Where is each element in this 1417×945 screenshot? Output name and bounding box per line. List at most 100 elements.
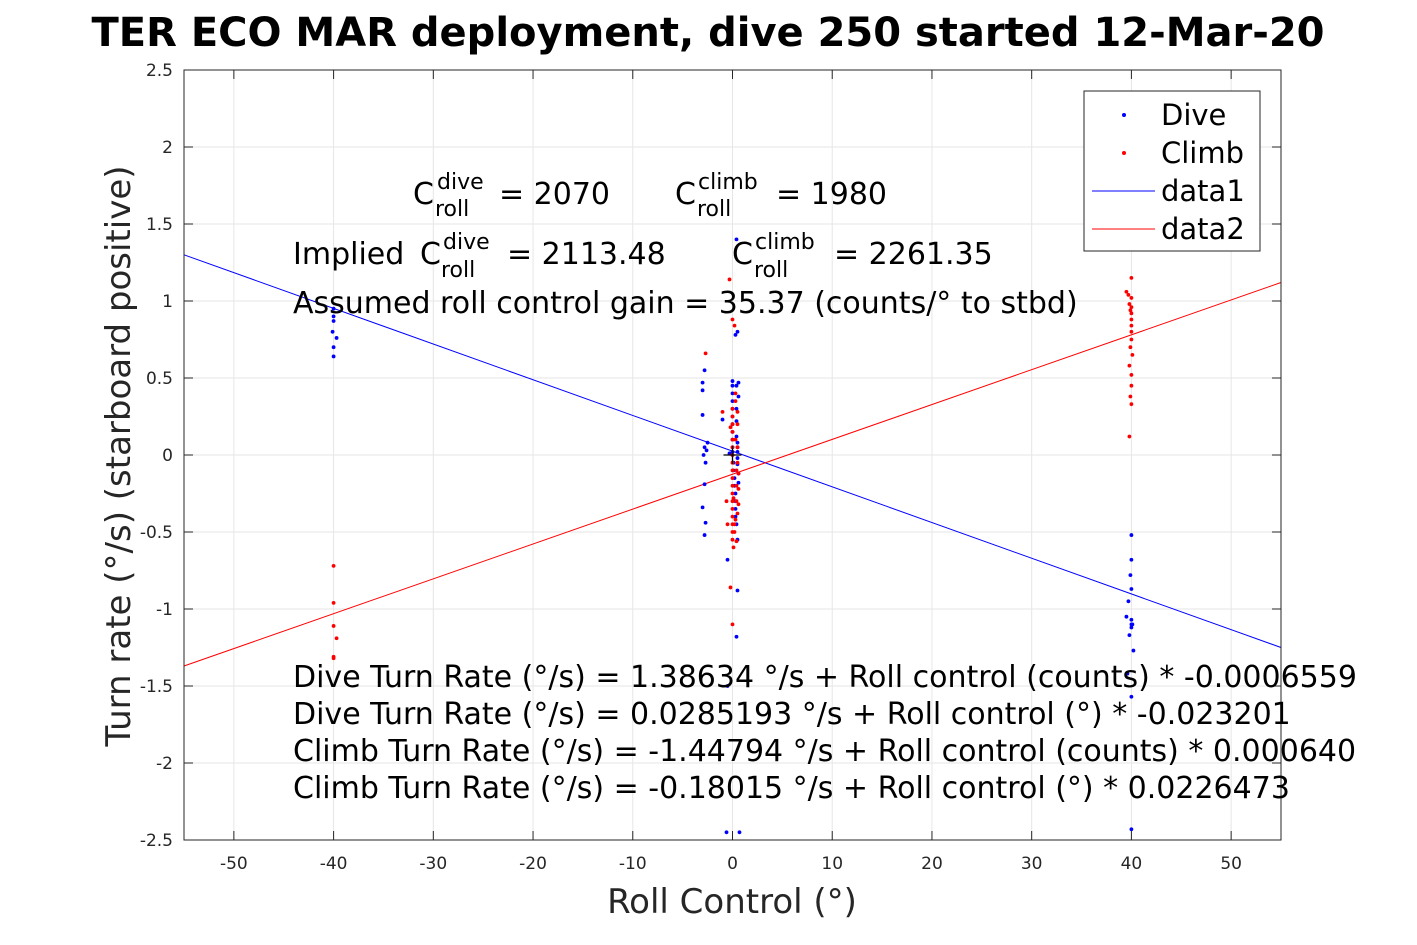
climb-point [1128, 308, 1133, 313]
dive-point [700, 388, 705, 393]
c-dive-sub: roll [435, 197, 469, 222]
climb-point [1127, 363, 1132, 368]
equation-climb-degrees: Climb Turn Rate (°/s) = -0.18015 °/s + R… [293, 771, 1290, 806]
dive-point [735, 456, 740, 460]
equation-dive-counts: Dive Turn Rate (°/s) = 1.38634 °/s + Rol… [293, 660, 1357, 695]
climb-point [331, 656, 336, 661]
climb-point [732, 323, 737, 328]
legend-dive-marker [1122, 113, 1126, 117]
climb-point [1129, 373, 1134, 377]
dive-point [703, 520, 708, 525]
legend-climb-marker [1122, 151, 1126, 155]
dive-point [736, 480, 741, 485]
legend-data2-label: data2 [1161, 212, 1245, 246]
climb-point [1129, 337, 1134, 342]
climb-point [735, 409, 740, 414]
climb-point [733, 399, 738, 403]
dive-point [730, 399, 735, 403]
dive-point [733, 514, 738, 519]
implied-climb-sup: climb [755, 230, 815, 255]
dive-point [1124, 614, 1129, 619]
climb-point [1124, 289, 1129, 294]
climb-point [735, 460, 740, 465]
climb-point [736, 471, 741, 476]
climb-point [730, 422, 735, 427]
dive-point [1130, 622, 1135, 627]
climb-point [703, 351, 708, 356]
climb-point [735, 511, 740, 516]
cursor-marker [723, 446, 742, 464]
climb-point [734, 483, 739, 488]
x-axis-label: Roll Control (°) [607, 882, 857, 922]
climb-point [1127, 434, 1132, 439]
y-tick-label: 0 [162, 446, 173, 466]
climb-point [1129, 305, 1134, 310]
implied-dive-annotation: Implied C dive roll = 2113.48 [293, 230, 666, 283]
y-tick-label: -2 [156, 754, 173, 774]
x-tick-label: -20 [519, 854, 547, 874]
dive-point [730, 383, 735, 388]
implied-dive-sub: roll [441, 258, 475, 283]
dive-point [1126, 599, 1131, 604]
climb-point [727, 277, 732, 282]
dive-point [735, 450, 740, 454]
dive-point [331, 314, 336, 319]
dive-point [733, 491, 738, 496]
dive-point [704, 448, 709, 453]
climb-point [734, 539, 739, 544]
climb-point [733, 517, 738, 522]
x-tick-label: 30 [1021, 854, 1043, 874]
climb-point [724, 499, 729, 504]
climb-point [736, 502, 741, 507]
dive-point [1129, 557, 1134, 562]
climb-point [730, 537, 735, 542]
x-tick-label: 40 [1121, 854, 1143, 874]
climb-point [733, 437, 738, 442]
legend: Dive Climb data1 data2 [1083, 90, 1261, 252]
y-tick-label: 0.5 [146, 369, 173, 389]
climb-point [735, 445, 740, 450]
gain-annotation: Assumed roll control gain = 35.37 (count… [293, 286, 1078, 321]
climb-point [1128, 345, 1133, 350]
c-dive-sup: dive [437, 170, 484, 195]
climb-point [728, 425, 733, 430]
y-tick-label: 1 [162, 292, 173, 312]
climb-point [1129, 276, 1134, 280]
dive-point [733, 507, 738, 511]
y-tick-label: -1 [156, 600, 173, 620]
legend-climb-label: Climb [1161, 136, 1244, 170]
climb-point [331, 600, 336, 605]
climb-point [730, 406, 735, 411]
y-axis-label: Turn rate (°/s) (starboard positive) [99, 165, 139, 747]
implied-dive-value: = 2113.48 [507, 237, 666, 272]
c-climb-sup: climb [698, 170, 758, 195]
climb-point [720, 409, 725, 414]
climb-point [1129, 323, 1134, 328]
dive-point [330, 329, 335, 334]
climb-point [730, 414, 735, 419]
dive-point [700, 505, 705, 510]
c-climb-value: = 1980 [776, 177, 887, 212]
climb-point [725, 522, 730, 527]
climb-point [730, 483, 735, 488]
climb-point [730, 499, 735, 504]
dive-point [736, 380, 741, 385]
c-climb-sub: roll [697, 197, 731, 222]
y-tick-labels: 2.5 2 1.5 1 0.5 0 -0.5 -1 -1.5 -2 -2.5 [140, 61, 173, 851]
dive-point [735, 440, 740, 445]
dive-point [1129, 694, 1134, 699]
data-points [330, 237, 1136, 835]
dive-point [702, 368, 707, 373]
dive-point [701, 453, 706, 457]
x-tick-label: -40 [320, 854, 348, 874]
implied-climb-base: C [732, 237, 753, 272]
dive-point [700, 380, 705, 385]
c-dive-annotation: C dive roll = 2070 [413, 170, 610, 222]
dive-point [1128, 573, 1133, 578]
legend-data1-label: data1 [1161, 174, 1245, 208]
dive-point [331, 319, 336, 323]
climb-point [730, 317, 735, 322]
climb-point [728, 585, 733, 590]
dive-point [734, 419, 739, 424]
climb-point [730, 514, 735, 519]
